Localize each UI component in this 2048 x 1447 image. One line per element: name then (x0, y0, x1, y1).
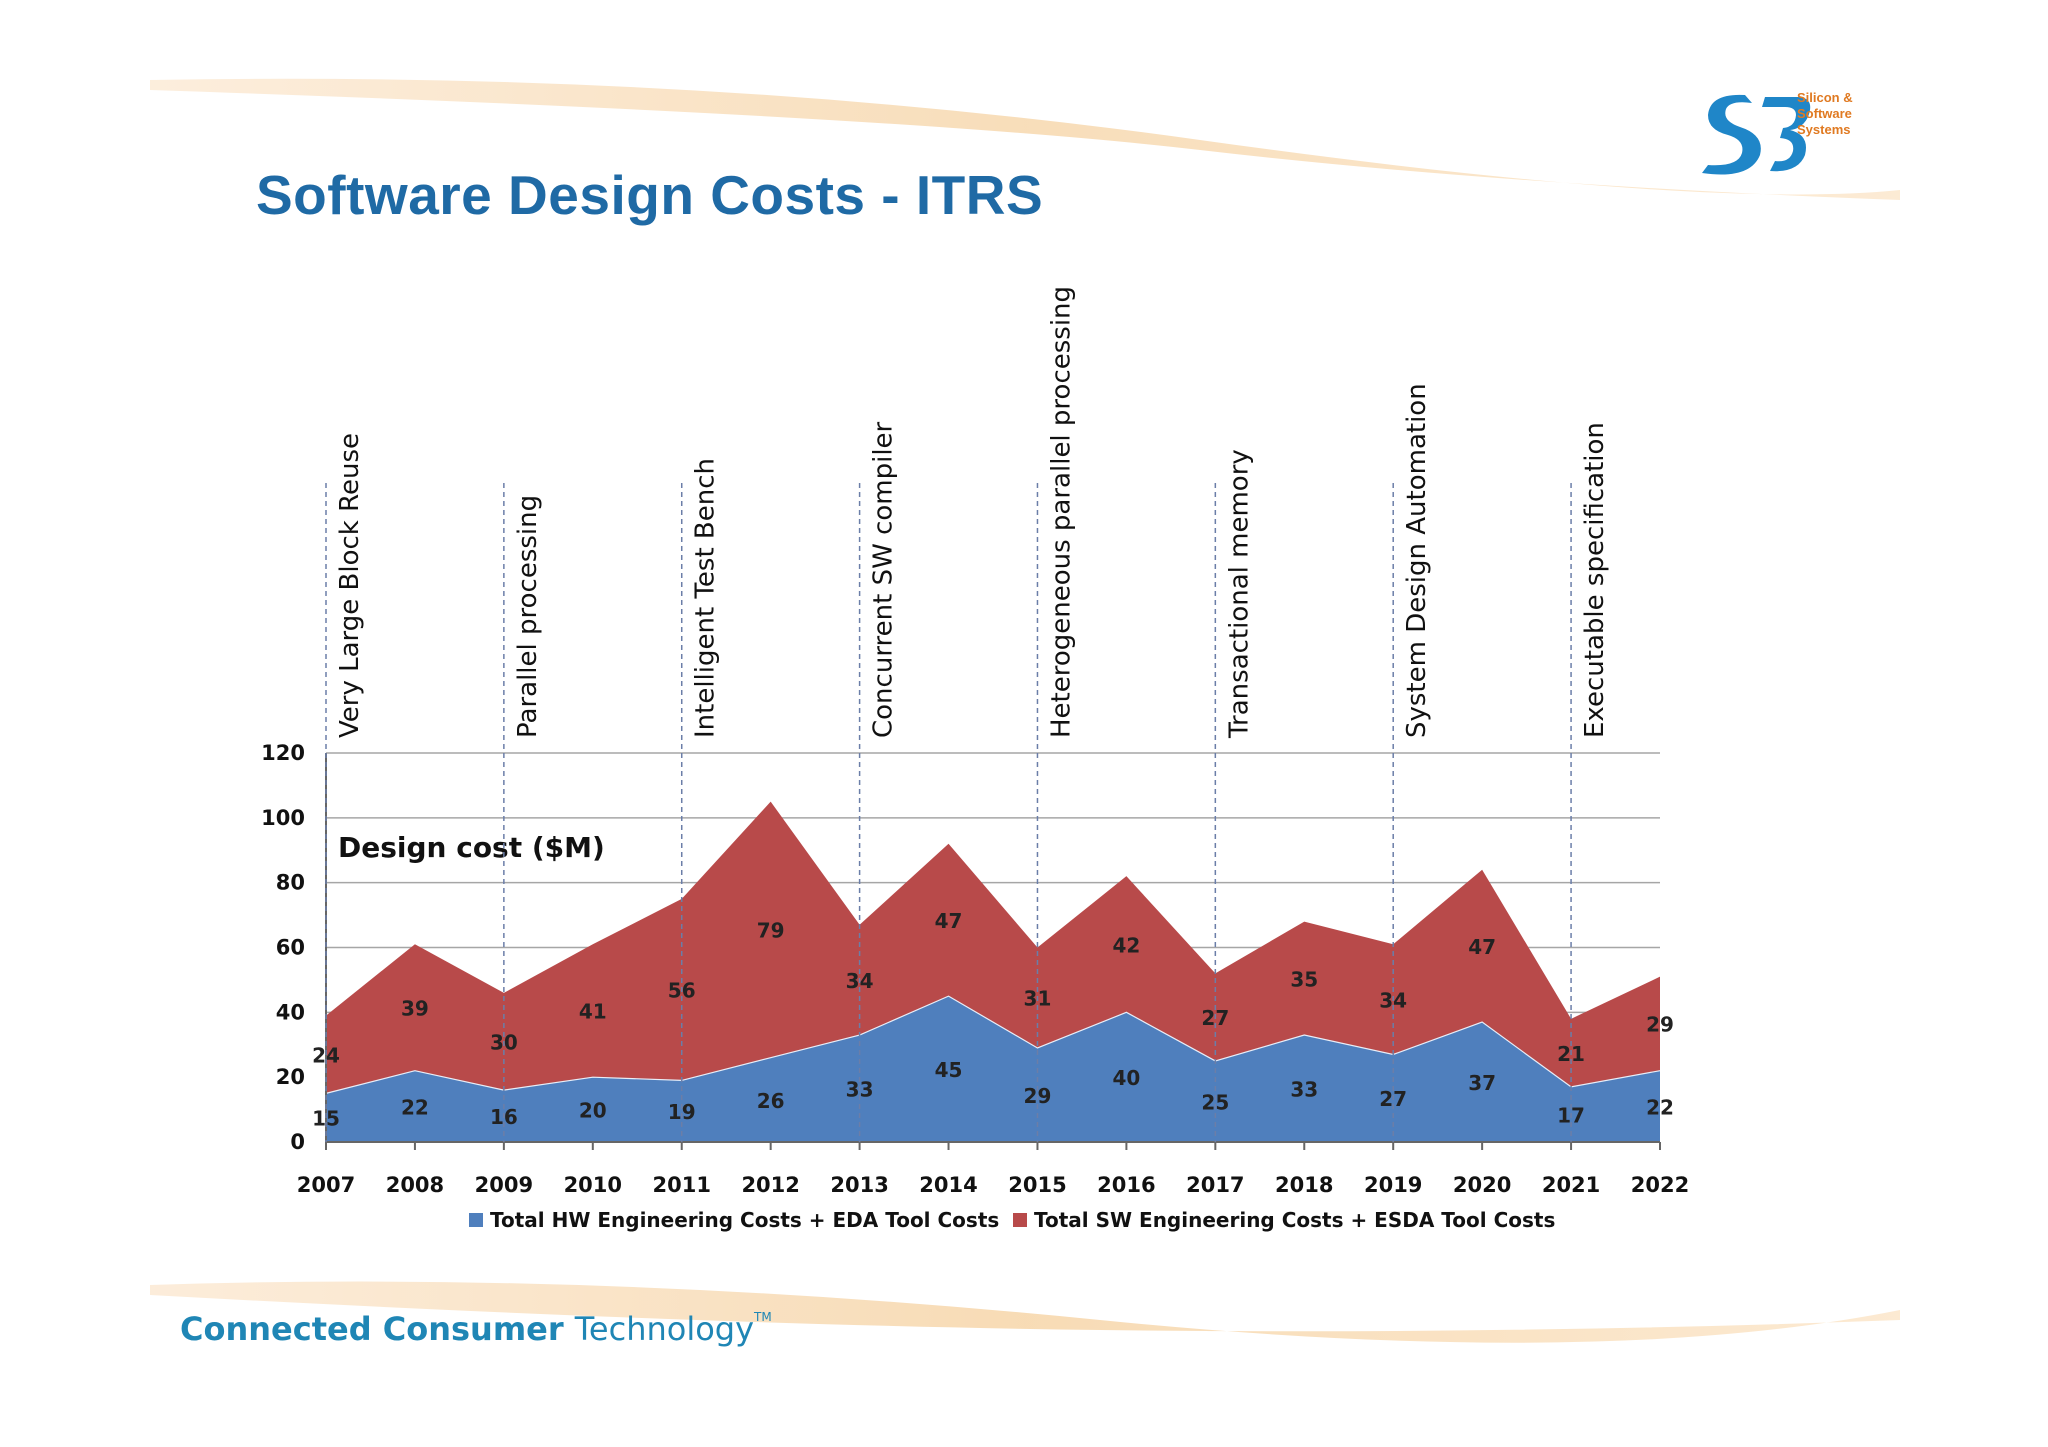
data-label-sw: 42 (1112, 933, 1140, 957)
data-label-sw: 29 (1646, 1013, 1674, 1037)
footer-brand-part2: Technology (574, 1310, 755, 1348)
x-tick-label: 2022 (1631, 1173, 1689, 1197)
x-tick-label: 2011 (653, 1173, 711, 1197)
y-tick-label: 60 (276, 936, 305, 960)
annotation-label: Transactional memory (1224, 449, 1254, 739)
x-tick-label: 2016 (1097, 1173, 1155, 1197)
data-label-hw: 25 (1201, 1090, 1229, 1114)
x-tick-label: 2008 (386, 1173, 444, 1197)
annotation-label: Very Large Block Reuse (335, 433, 365, 738)
logo-line-1: Silicon & (1797, 90, 1853, 105)
data-label-hw: 33 (1290, 1078, 1318, 1102)
annotation-label: Intelligent Test Bench (691, 458, 721, 738)
data-label-hw: 45 (935, 1058, 963, 1082)
data-label-sw: 41 (579, 1000, 607, 1024)
footer-brand-part1: Connected Consumer (180, 1310, 564, 1348)
page-title: Software Design Costs - ITRS (256, 164, 1044, 226)
x-tick-label: 2014 (919, 1173, 977, 1197)
data-label-hw: 22 (401, 1095, 429, 1119)
data-label-sw: 39 (401, 996, 429, 1020)
x-tick-label: 2021 (1542, 1173, 1600, 1197)
data-label-sw: 79 (757, 919, 785, 943)
data-label-hw: 15 (312, 1107, 340, 1131)
legend-swatch-sw (1013, 1213, 1027, 1227)
data-label-hw: 40 (1112, 1066, 1140, 1090)
legend-label-sw: Total SW Engineering Costs + ESDA Tool C… (1034, 1208, 1555, 1232)
x-tick-label: 2009 (475, 1173, 533, 1197)
annotation-label: System Design Automation (1402, 383, 1432, 738)
legend-swatch-hw (469, 1213, 483, 1227)
x-tick-label: 2012 (741, 1173, 799, 1197)
data-label-hw: 19 (668, 1100, 696, 1124)
series-area-hw (326, 996, 1660, 1142)
data-label-hw: 22 (1646, 1095, 1674, 1119)
data-label-hw: 37 (1468, 1071, 1496, 1095)
y-axis-title: Design cost ($M) (338, 831, 605, 864)
data-label-sw: 47 (1468, 935, 1496, 959)
legend-label-hw: Total HW Engineering Costs + EDA Tool Co… (490, 1208, 999, 1232)
x-tick-label: 2018 (1275, 1173, 1333, 1197)
footer-trademark: TM (754, 1310, 772, 1324)
annotation-label: Parallel processing (513, 495, 543, 738)
y-tick-label: 0 (290, 1130, 305, 1154)
series-boundary-line (325, 995, 1661, 1094)
logo-text: Silicon & Software Systems (1797, 90, 1853, 138)
y-tick-label: 40 (276, 1000, 305, 1024)
y-tick-label: 80 (276, 871, 305, 895)
x-tick-label: 2019 (1364, 1173, 1422, 1197)
s3-logo-icon (1702, 94, 1811, 175)
y-tick-label: 20 (276, 1065, 305, 1089)
x-tick-label: 2013 (830, 1173, 888, 1197)
annotation-label: Heterogeneous parallel processing (1046, 286, 1076, 738)
x-tick-label: 2017 (1186, 1173, 1244, 1197)
y-tick-label: 120 (261, 741, 305, 765)
data-label-sw: 35 (1290, 967, 1318, 991)
x-tick-label: 2007 (297, 1173, 355, 1197)
x-tick-label: 2020 (1453, 1173, 1511, 1197)
logo-line-3: Systems (1797, 122, 1851, 137)
x-tick-label: 2015 (1008, 1173, 1066, 1197)
annotation-label: Executable specification (1580, 422, 1610, 738)
footer-brand: Connected Consumer TechnologyTM (180, 1310, 772, 1348)
series-area-sw (326, 801, 1660, 1094)
logo-line-2: Software (1797, 106, 1852, 121)
data-label-hw: 20 (579, 1099, 607, 1123)
data-label-sw: 47 (935, 909, 963, 933)
data-label-hw: 26 (757, 1089, 785, 1113)
y-tick-label: 100 (261, 806, 305, 830)
annotation-label: Concurrent SW compiler (869, 421, 899, 738)
x-tick-label: 2010 (564, 1173, 622, 1197)
